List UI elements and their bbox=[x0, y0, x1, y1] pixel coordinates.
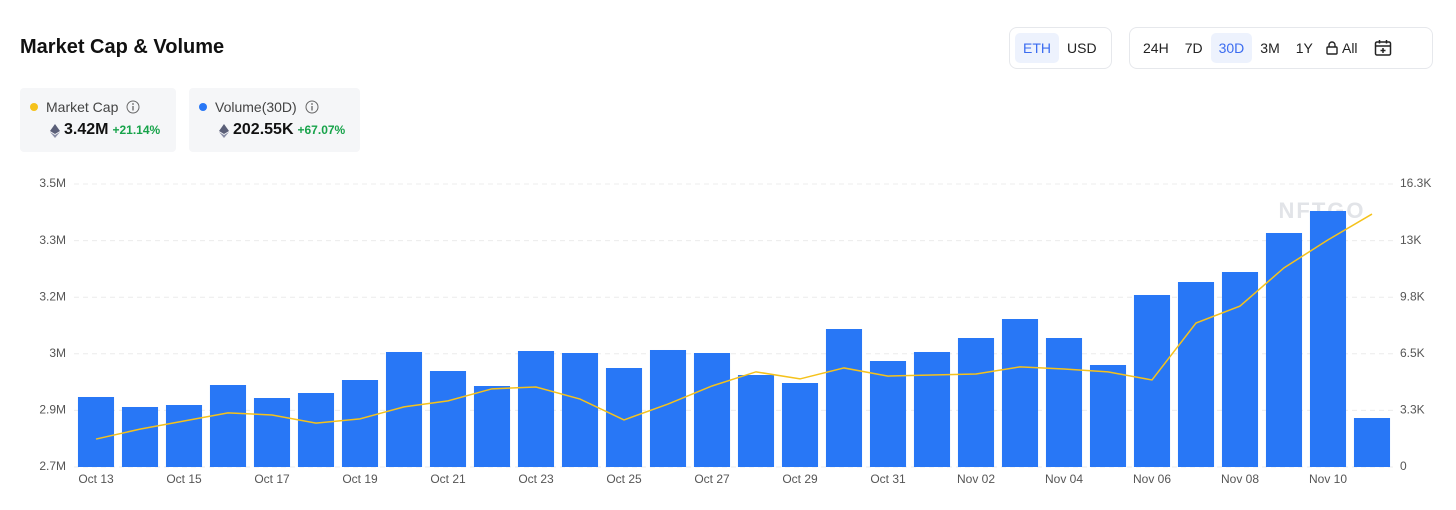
range-button[interactable]: 7D bbox=[1184, 40, 1203, 56]
x-tick-label: Nov 08 bbox=[1221, 472, 1259, 486]
summary-value: 3.42M +21.14% bbox=[64, 121, 160, 139]
watermark: NFTGO bbox=[1279, 198, 1366, 223]
bar bbox=[341, 379, 379, 467]
bar bbox=[957, 338, 995, 467]
legend-dot bbox=[30, 103, 38, 111]
eth-icon bbox=[50, 124, 60, 138]
currency-button[interactable]: ETH bbox=[1015, 33, 1059, 63]
bar bbox=[781, 383, 819, 467]
x-tick-label: Oct 15 bbox=[166, 472, 202, 486]
calendar-button[interactable] bbox=[1366, 33, 1400, 63]
bar bbox=[1309, 210, 1347, 467]
x-tick-label: Nov 06 bbox=[1133, 472, 1171, 486]
bar bbox=[1265, 232, 1303, 467]
y2-tick-label: 0 bbox=[1400, 459, 1407, 473]
bar bbox=[77, 396, 115, 467]
info-icon bbox=[126, 100, 140, 114]
range-label: All bbox=[1341, 40, 1358, 56]
currency-toggle: ETH USD bbox=[1009, 27, 1112, 69]
bar bbox=[1177, 282, 1215, 467]
bar bbox=[429, 371, 467, 467]
x-tick-label: Oct 17 bbox=[254, 472, 290, 486]
bar bbox=[1045, 338, 1083, 467]
bar bbox=[473, 386, 511, 467]
bar bbox=[1001, 319, 1039, 467]
y-tick-label: 3M bbox=[49, 346, 66, 360]
line bbox=[95, 213, 1373, 440]
bar bbox=[385, 351, 423, 467]
y2-tick-label: 3.3K bbox=[1400, 403, 1425, 417]
x-tick-label: Oct 13 bbox=[78, 472, 114, 486]
eth-icon bbox=[219, 124, 229, 138]
bar bbox=[913, 351, 951, 467]
bar bbox=[517, 351, 555, 467]
bar bbox=[1089, 364, 1127, 467]
bar bbox=[209, 384, 247, 467]
x-tick-label: Oct 27 bbox=[694, 472, 730, 486]
bar bbox=[1353, 418, 1391, 467]
bar bbox=[869, 361, 907, 467]
x-tick-label: Oct 19 bbox=[342, 472, 378, 486]
range-button[interactable]: 3M bbox=[1260, 40, 1280, 56]
title: Market Cap & Volume bbox=[20, 36, 225, 58]
legend-name: Volume(30D) bbox=[215, 99, 319, 115]
legend-name: Market Cap bbox=[46, 99, 140, 115]
y-tick-label: 2.7M bbox=[39, 459, 66, 473]
bar bbox=[121, 406, 159, 467]
legend-card: Market Cap 3.42M +21.14% bbox=[20, 88, 176, 152]
x-tick-label: Oct 21 bbox=[430, 472, 466, 486]
bar bbox=[649, 349, 687, 467]
y-tick-label: 3.2M bbox=[39, 289, 66, 303]
summary-value: 202.55K +67.07% bbox=[233, 121, 345, 139]
bar bbox=[297, 393, 335, 467]
range-button[interactable]: 1Y bbox=[1295, 40, 1313, 56]
bar bbox=[561, 353, 599, 467]
x-tick-label: Nov 02 bbox=[957, 472, 995, 486]
x-tick-label: Nov 10 bbox=[1309, 472, 1347, 486]
bar bbox=[165, 405, 203, 467]
range-button-all[interactable]: All bbox=[1321, 33, 1366, 63]
summary-change: +21.14% bbox=[112, 123, 161, 137]
summary-change: +67.07% bbox=[297, 123, 346, 137]
info-icon bbox=[305, 100, 319, 114]
range-button[interactable]: 24H bbox=[1143, 40, 1169, 56]
range-button[interactable]: 30D bbox=[1210, 33, 1253, 63]
grid bbox=[74, 183, 1394, 468]
x-tick-label: Oct 23 bbox=[518, 472, 554, 486]
legend-label: Volume(30D) bbox=[215, 99, 297, 115]
lock-icon bbox=[1326, 41, 1338, 55]
bar bbox=[605, 368, 643, 467]
y-tick-label: 2.9M bbox=[39, 403, 66, 417]
x-tick-label: Oct 25 bbox=[606, 472, 642, 486]
x-tick-label: Oct 29 bbox=[782, 472, 818, 486]
bar bbox=[737, 374, 775, 467]
bar bbox=[253, 398, 291, 467]
y2-tick-label: 16.3K bbox=[1400, 176, 1431, 190]
bar bbox=[825, 329, 863, 467]
y-tick-label: 3.5M bbox=[39, 176, 66, 190]
bar bbox=[1221, 272, 1259, 467]
calendar-icon bbox=[1374, 40, 1391, 56]
x-tick-label: Nov 04 bbox=[1045, 472, 1083, 486]
legend-dot bbox=[199, 103, 207, 111]
bar bbox=[693, 353, 731, 467]
summary-number: 3.42M bbox=[64, 121, 109, 138]
legend-card: Volume(30D) 202.55K +67.07% bbox=[189, 88, 360, 152]
y2-tick-label: 6.5K bbox=[1400, 346, 1425, 360]
range-toggle: 24H 7D 30D 3M 1Y All bbox=[1129, 27, 1433, 69]
currency-button[interactable]: USD bbox=[1067, 40, 1097, 56]
legend-label: Market Cap bbox=[46, 99, 119, 115]
x-tick-label: Oct 31 bbox=[870, 472, 906, 486]
y2-tick-label: 13K bbox=[1400, 233, 1421, 247]
summary-number: 202.55K bbox=[233, 121, 294, 138]
bar bbox=[1133, 294, 1171, 467]
y2-tick-label: 9.8K bbox=[1400, 289, 1425, 303]
y-tick-label: 3.3M bbox=[39, 233, 66, 247]
